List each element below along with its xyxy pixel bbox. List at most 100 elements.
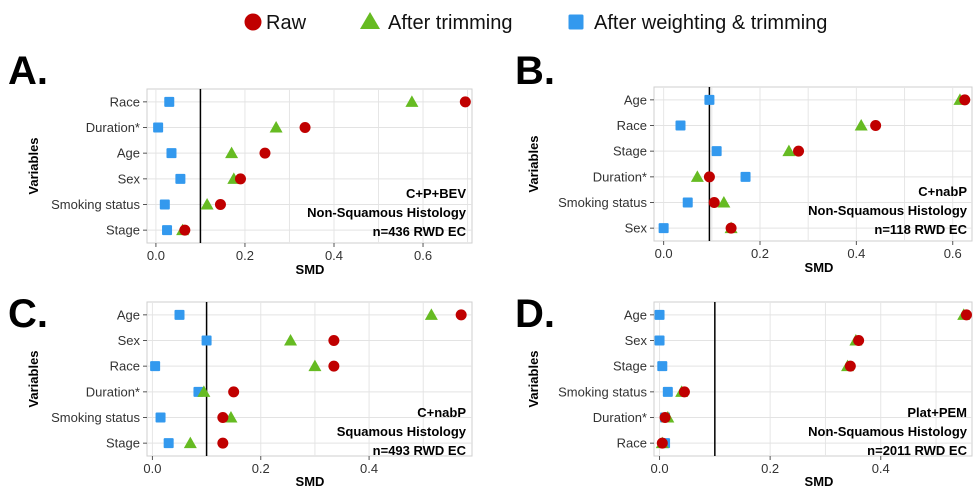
point-raw xyxy=(678,386,690,398)
x-axis-label: SMD xyxy=(296,474,325,489)
point-raw xyxy=(703,171,715,183)
x-tick-label: 0.0 xyxy=(143,461,161,476)
point-after-weighting-trimming xyxy=(174,309,185,320)
plot-area xyxy=(653,86,973,242)
point-after-weighting-trimming xyxy=(658,223,669,234)
y-tick-label: Sex xyxy=(118,171,141,186)
point-after-trimming xyxy=(690,170,704,182)
y-tick-label: Race xyxy=(110,359,140,374)
point-raw xyxy=(299,122,311,133)
point-after-trimming xyxy=(308,359,322,372)
point-after-weighting-trimming xyxy=(201,335,212,346)
x-tick-label: 0.0 xyxy=(650,461,668,476)
point-raw xyxy=(328,335,340,346)
plot-area xyxy=(653,301,973,457)
legend: Raw After trimming After weighting & trimm… xyxy=(244,12,827,34)
panel-annotation: n=493 RWD EC xyxy=(373,443,467,458)
point-after-trimming xyxy=(183,436,197,449)
point-after-trimming xyxy=(284,334,298,346)
point-raw xyxy=(455,309,467,321)
panel-annotation: Non-Squamous Histology xyxy=(808,203,968,218)
y-tick-label: Age xyxy=(117,146,140,161)
y-tick-label: Age xyxy=(117,307,140,322)
panel-annotation: Plat+PEM xyxy=(907,405,967,420)
point-after-weighting-trimming xyxy=(164,96,175,107)
x-axis-label: SMD xyxy=(805,474,834,489)
point-after-weighting-trimming xyxy=(657,361,668,372)
point-raw xyxy=(259,147,271,159)
y-tick-label: Age xyxy=(624,92,647,107)
y-tick-label: Race xyxy=(617,118,647,133)
point-raw xyxy=(844,360,856,372)
point-after-trimming xyxy=(717,196,731,208)
x-tick-label: 0.2 xyxy=(761,461,779,476)
panel-annotation: n=2011 RWD EC xyxy=(867,443,967,458)
point-raw xyxy=(656,437,668,449)
point-after-weighting-trimming xyxy=(682,197,693,208)
x-tick-label: 0.4 xyxy=(847,246,865,261)
y-tick-label: Race xyxy=(110,94,140,109)
point-raw xyxy=(217,412,229,423)
point-raw xyxy=(234,173,246,185)
y-tick-label: Sex xyxy=(625,221,648,236)
point-after-trimming xyxy=(782,144,796,157)
panels: Race Duration* Age Sex Smoking status Stage 0.… xyxy=(8,49,973,489)
point-after-trimming xyxy=(197,385,211,397)
y-tick-label: Duration* xyxy=(86,384,140,399)
x-tick-label: 0.4 xyxy=(872,461,890,476)
point-after-trimming xyxy=(424,308,438,320)
y-tick-label: Smoking status xyxy=(51,410,140,425)
point-after-weighting-trimming xyxy=(150,361,161,372)
y-tick-label: Smoking status xyxy=(51,197,140,212)
y-tick-label: Race xyxy=(617,436,647,451)
point-after-trimming xyxy=(225,146,239,159)
y-tick-label: Sex xyxy=(625,333,648,348)
point-after-trimming xyxy=(854,119,868,131)
legend-label-after-trimming: After trimming xyxy=(388,12,512,34)
panel-annotation: C+nabP xyxy=(918,184,967,199)
point-raw xyxy=(725,222,737,234)
y-tick-label: Stage xyxy=(613,144,647,159)
y-tick-label: Smoking status xyxy=(558,384,647,399)
point-after-weighting-trimming xyxy=(175,173,186,184)
y-tick-label: Duration* xyxy=(593,169,647,184)
y-tick-label: Duration* xyxy=(86,120,140,135)
y-tick-label: Duration* xyxy=(593,410,647,425)
point-after-weighting-trimming xyxy=(654,309,665,320)
x-tick-label: 0.6 xyxy=(944,246,962,261)
x-tick-label: 0.2 xyxy=(236,248,254,263)
x-tick-label: 0.2 xyxy=(252,461,270,476)
x-tick-label: 0.0 xyxy=(655,246,673,261)
point-after-trimming xyxy=(269,121,283,133)
point-raw xyxy=(853,335,865,346)
y-tick-label: Sex xyxy=(118,333,141,348)
legend-label-after-weighting-trimming: After weighting & trimming xyxy=(594,12,827,34)
panel-letter: D. xyxy=(515,292,555,336)
plot-area xyxy=(146,301,473,457)
point-raw xyxy=(960,309,972,321)
point-after-weighting-trimming xyxy=(166,148,177,159)
y-tick-label: Smoking status xyxy=(558,195,647,210)
x-tick-label: 0.6 xyxy=(414,248,432,263)
panel-letter: A. xyxy=(8,49,48,93)
point-raw xyxy=(179,224,191,236)
x-tick-label: 0.4 xyxy=(360,461,378,476)
panel-annotation: C+P+BEV xyxy=(406,186,466,201)
point-raw xyxy=(870,120,882,131)
x-tick-label: 0.0 xyxy=(147,248,165,263)
point-after-weighting-trimming xyxy=(153,122,164,133)
point-after-weighting-trimming xyxy=(159,199,170,210)
panel-annotation: Non-Squamous Histology xyxy=(808,424,968,439)
point-after-trimming xyxy=(405,95,419,107)
point-raw xyxy=(659,412,671,423)
legend-marker-after-weighting-trimming xyxy=(568,14,584,30)
x-axis-label: SMD xyxy=(805,260,834,275)
point-after-weighting-trimming xyxy=(163,438,174,449)
point-after-weighting-trimming xyxy=(711,146,722,157)
point-raw xyxy=(217,437,229,449)
legend-marker-raw xyxy=(244,13,262,31)
point-after-weighting-trimming xyxy=(704,94,715,105)
point-after-weighting-trimming xyxy=(675,120,686,131)
